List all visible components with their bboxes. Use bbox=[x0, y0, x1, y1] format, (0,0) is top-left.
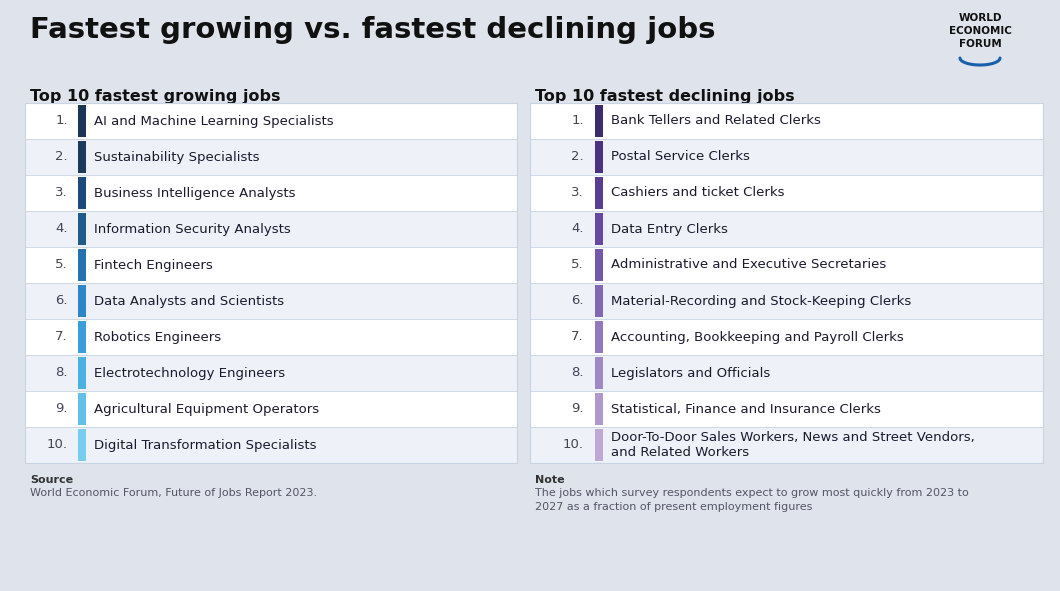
Text: Data Entry Clerks: Data Entry Clerks bbox=[611, 222, 728, 235]
Text: Agricultural Equipment Operators: Agricultural Equipment Operators bbox=[94, 402, 319, 415]
Text: 8.: 8. bbox=[55, 366, 68, 379]
Bar bbox=[530, 139, 1043, 175]
Bar bbox=[595, 177, 603, 209]
Text: Fintech Engineers: Fintech Engineers bbox=[94, 258, 213, 271]
Bar bbox=[25, 211, 517, 247]
Bar bbox=[78, 393, 86, 425]
Text: Top 10 fastest growing jobs: Top 10 fastest growing jobs bbox=[30, 89, 281, 104]
Text: 7.: 7. bbox=[55, 330, 68, 343]
Text: 2.: 2. bbox=[571, 151, 584, 164]
Text: 2.: 2. bbox=[55, 151, 68, 164]
Text: 7.: 7. bbox=[571, 330, 584, 343]
Bar bbox=[25, 427, 517, 463]
Text: Cashiers and ticket Clerks: Cashiers and ticket Clerks bbox=[611, 187, 784, 200]
Bar bbox=[25, 139, 517, 175]
Bar bbox=[25, 391, 517, 427]
Bar bbox=[595, 321, 603, 353]
Text: Data Analysts and Scientists: Data Analysts and Scientists bbox=[94, 294, 284, 307]
Text: Business Intelligence Analysts: Business Intelligence Analysts bbox=[94, 187, 296, 200]
Text: 3.: 3. bbox=[571, 187, 584, 200]
Bar bbox=[595, 213, 603, 245]
Bar bbox=[530, 283, 1043, 319]
Bar bbox=[78, 249, 86, 281]
Bar bbox=[595, 249, 603, 281]
Text: Statistical, Finance and Insurance Clerks: Statistical, Finance and Insurance Clerk… bbox=[611, 402, 881, 415]
Bar bbox=[595, 393, 603, 425]
Bar bbox=[530, 319, 1043, 355]
Text: 5.: 5. bbox=[571, 258, 584, 271]
Bar bbox=[530, 175, 1043, 211]
Bar bbox=[25, 175, 517, 211]
Text: Top 10 fastest declining jobs: Top 10 fastest declining jobs bbox=[535, 89, 795, 104]
Text: 4.: 4. bbox=[571, 222, 584, 235]
Bar bbox=[595, 105, 603, 137]
Bar bbox=[78, 429, 86, 461]
Bar bbox=[595, 429, 603, 461]
Bar bbox=[530, 391, 1043, 427]
Text: AI and Machine Learning Specialists: AI and Machine Learning Specialists bbox=[94, 115, 334, 128]
Text: World Economic Forum, Future of Jobs Report 2023.: World Economic Forum, Future of Jobs Rep… bbox=[30, 488, 317, 498]
Text: Electrotechnology Engineers: Electrotechnology Engineers bbox=[94, 366, 285, 379]
Bar bbox=[530, 103, 1043, 139]
Bar bbox=[78, 321, 86, 353]
Bar bbox=[25, 355, 517, 391]
Text: Sustainability Specialists: Sustainability Specialists bbox=[94, 151, 260, 164]
Bar bbox=[595, 285, 603, 317]
Bar bbox=[78, 141, 86, 173]
Bar bbox=[25, 319, 517, 355]
Text: Postal Service Clerks: Postal Service Clerks bbox=[611, 151, 749, 164]
Text: WORLD
ECONOMIC
FORUM: WORLD ECONOMIC FORUM bbox=[949, 13, 1011, 48]
Text: Note: Note bbox=[535, 475, 565, 485]
Text: 5.: 5. bbox=[55, 258, 68, 271]
Bar bbox=[530, 355, 1043, 391]
Text: 1.: 1. bbox=[55, 115, 68, 128]
Text: Robotics Engineers: Robotics Engineers bbox=[94, 330, 222, 343]
Bar bbox=[78, 177, 86, 209]
Text: 9.: 9. bbox=[571, 402, 584, 415]
Text: 6.: 6. bbox=[571, 294, 584, 307]
Bar bbox=[530, 103, 1043, 463]
Text: 10.: 10. bbox=[563, 439, 584, 452]
Text: Information Security Analysts: Information Security Analysts bbox=[94, 222, 290, 235]
Bar bbox=[595, 141, 603, 173]
Text: Legislators and Officials: Legislators and Officials bbox=[611, 366, 771, 379]
Bar bbox=[25, 283, 517, 319]
Text: 9.: 9. bbox=[55, 402, 68, 415]
Text: 8.: 8. bbox=[571, 366, 584, 379]
Text: Door-To-Door Sales Workers, News and Street Vendors,: Door-To-Door Sales Workers, News and Str… bbox=[611, 431, 975, 444]
Text: Digital Transformation Specialists: Digital Transformation Specialists bbox=[94, 439, 317, 452]
Bar bbox=[78, 213, 86, 245]
Bar bbox=[530, 211, 1043, 247]
Text: Bank Tellers and Related Clerks: Bank Tellers and Related Clerks bbox=[611, 115, 820, 128]
Text: Administrative and Executive Secretaries: Administrative and Executive Secretaries bbox=[611, 258, 886, 271]
Text: Fastest growing vs. fastest declining jobs: Fastest growing vs. fastest declining jo… bbox=[30, 16, 716, 44]
Text: 4.: 4. bbox=[55, 222, 68, 235]
Text: 10.: 10. bbox=[47, 439, 68, 452]
Bar bbox=[78, 105, 86, 137]
Bar bbox=[25, 247, 517, 283]
Text: The jobs which survey respondents expect to grow most quickly from 2023 to
2027 : The jobs which survey respondents expect… bbox=[535, 488, 969, 512]
Text: Material-Recording and Stock-Keeping Clerks: Material-Recording and Stock-Keeping Cle… bbox=[611, 294, 912, 307]
Text: 6.: 6. bbox=[55, 294, 68, 307]
Bar bbox=[25, 103, 517, 139]
Text: 1.: 1. bbox=[571, 115, 584, 128]
Bar bbox=[530, 247, 1043, 283]
Text: Source: Source bbox=[30, 475, 73, 485]
Bar bbox=[78, 357, 86, 389]
Text: and Related Workers: and Related Workers bbox=[611, 446, 749, 459]
Bar bbox=[530, 427, 1043, 463]
Bar bbox=[78, 285, 86, 317]
Text: Accounting, Bookkeeping and Payroll Clerks: Accounting, Bookkeeping and Payroll Cler… bbox=[611, 330, 904, 343]
Bar bbox=[25, 103, 517, 463]
Bar bbox=[595, 357, 603, 389]
Text: 3.: 3. bbox=[55, 187, 68, 200]
